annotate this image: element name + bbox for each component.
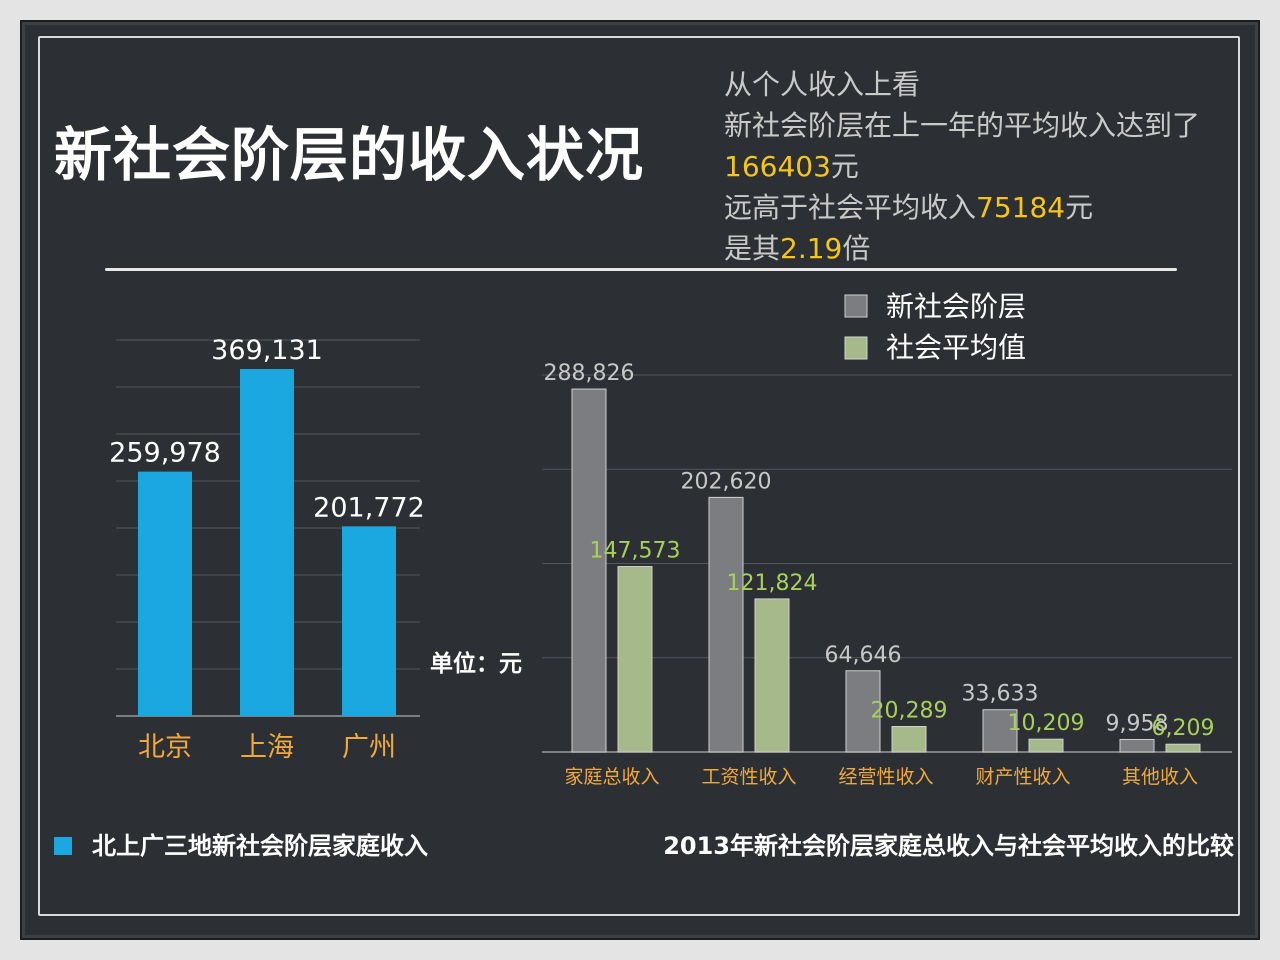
left-bar [138,471,192,716]
caption-left-text: 北上广三地新社会阶层家庭收入 [92,832,428,860]
caption-left: 北上广三地新社会阶层家庭收入 [54,826,428,861]
right-bar-social-avg-value: 121,824 [727,571,818,596]
ratio-value: 2.19 [780,232,843,265]
left-bar-value-label: 201,772 [313,492,425,523]
right-category-label: 财产性收入 [975,766,1070,788]
social-avg-unit: 元 [1065,191,1094,224]
right-category-label: 工资性收入 [701,766,796,788]
right-bar-new-class [845,670,881,753]
legend-label-social-avg: 社会平均值 [886,331,1026,364]
right-bar-new-class-value: 33,633 [962,682,1039,707]
caption-right: 2013年新社会阶层家庭总收入与社会平均收入的比较 [663,832,1234,860]
right-bar-new-class-value: 202,620 [681,469,772,494]
right-bar-social-avg-value: 10,209 [1008,711,1085,736]
left-bar-value-label: 259,978 [109,438,221,469]
summary-line-4: 远高于社会平均收入75184元 [724,187,1244,228]
summary-line-5: 是其2.19倍 [724,228,1244,269]
right-bar-new-class [571,388,607,753]
right-bar-social-avg [617,566,653,753]
summary-text: 从个人收入上看 新社会阶层在上一年的平均收入达到了 166403元 远高于社会平… [724,64,1244,269]
left-bar-value-label: 369,131 [211,335,323,366]
right-bar-new-class-value: 64,646 [825,643,902,668]
summary-line-1: 从个人收入上看 [724,68,921,101]
right-bar-new-class [708,496,744,753]
left-bar [240,369,294,716]
left-category-label: 北京 [138,732,192,763]
summary-line-2: 新社会阶层在上一年的平均收入达到了 [724,109,1201,142]
social-avg-value: 75184 [976,191,1066,224]
right-bar-social-avg-value: 147,573 [590,539,681,564]
avg-income-value: 166403 [724,150,831,183]
right-bar-new-class [982,709,1018,753]
avg-income-unit: 元 [830,150,859,183]
caption-left-swatch [54,837,72,855]
right-bar-social-avg [1028,738,1064,753]
left-category-label: 上海 [240,732,294,763]
chalkboard-background [22,22,1258,938]
right-bar-social-avg-value: 20,289 [871,699,948,724]
right-bar-new-class [1119,738,1155,753]
right-bar-social-avg [754,598,790,753]
left-category-label: 广州 [342,732,396,763]
right-category-label: 经营性收入 [838,766,933,788]
right-bar-new-class-value: 9,958 [1106,711,1169,736]
right-bar-social-avg-value: 6,209 [1152,716,1215,741]
ratio-suffix: 倍 [842,232,871,265]
ratio-prefix: 是其 [724,232,781,265]
left-bar [342,526,396,716]
page-title: 新社会阶层的收入状况 [54,121,645,189]
right-category-label: 家庭总收入 [564,766,659,788]
title-divider [105,268,1177,271]
social-avg-prefix: 远高于社会平均收入 [724,191,977,224]
legend-swatch-new-class [844,294,868,318]
right-bar-social-avg [1165,743,1201,753]
right-bar-social-avg [891,726,927,753]
right-category-label: 其他收入 [1122,766,1198,788]
legend-swatch-social-avg [844,336,868,360]
summary-line-3: 166403元 [724,146,1244,187]
unit-label: 单位：元 [430,651,522,677]
right-bar-new-class-value: 288,826 [544,361,635,386]
legend-label-new-class: 新社会阶层 [886,290,1026,323]
